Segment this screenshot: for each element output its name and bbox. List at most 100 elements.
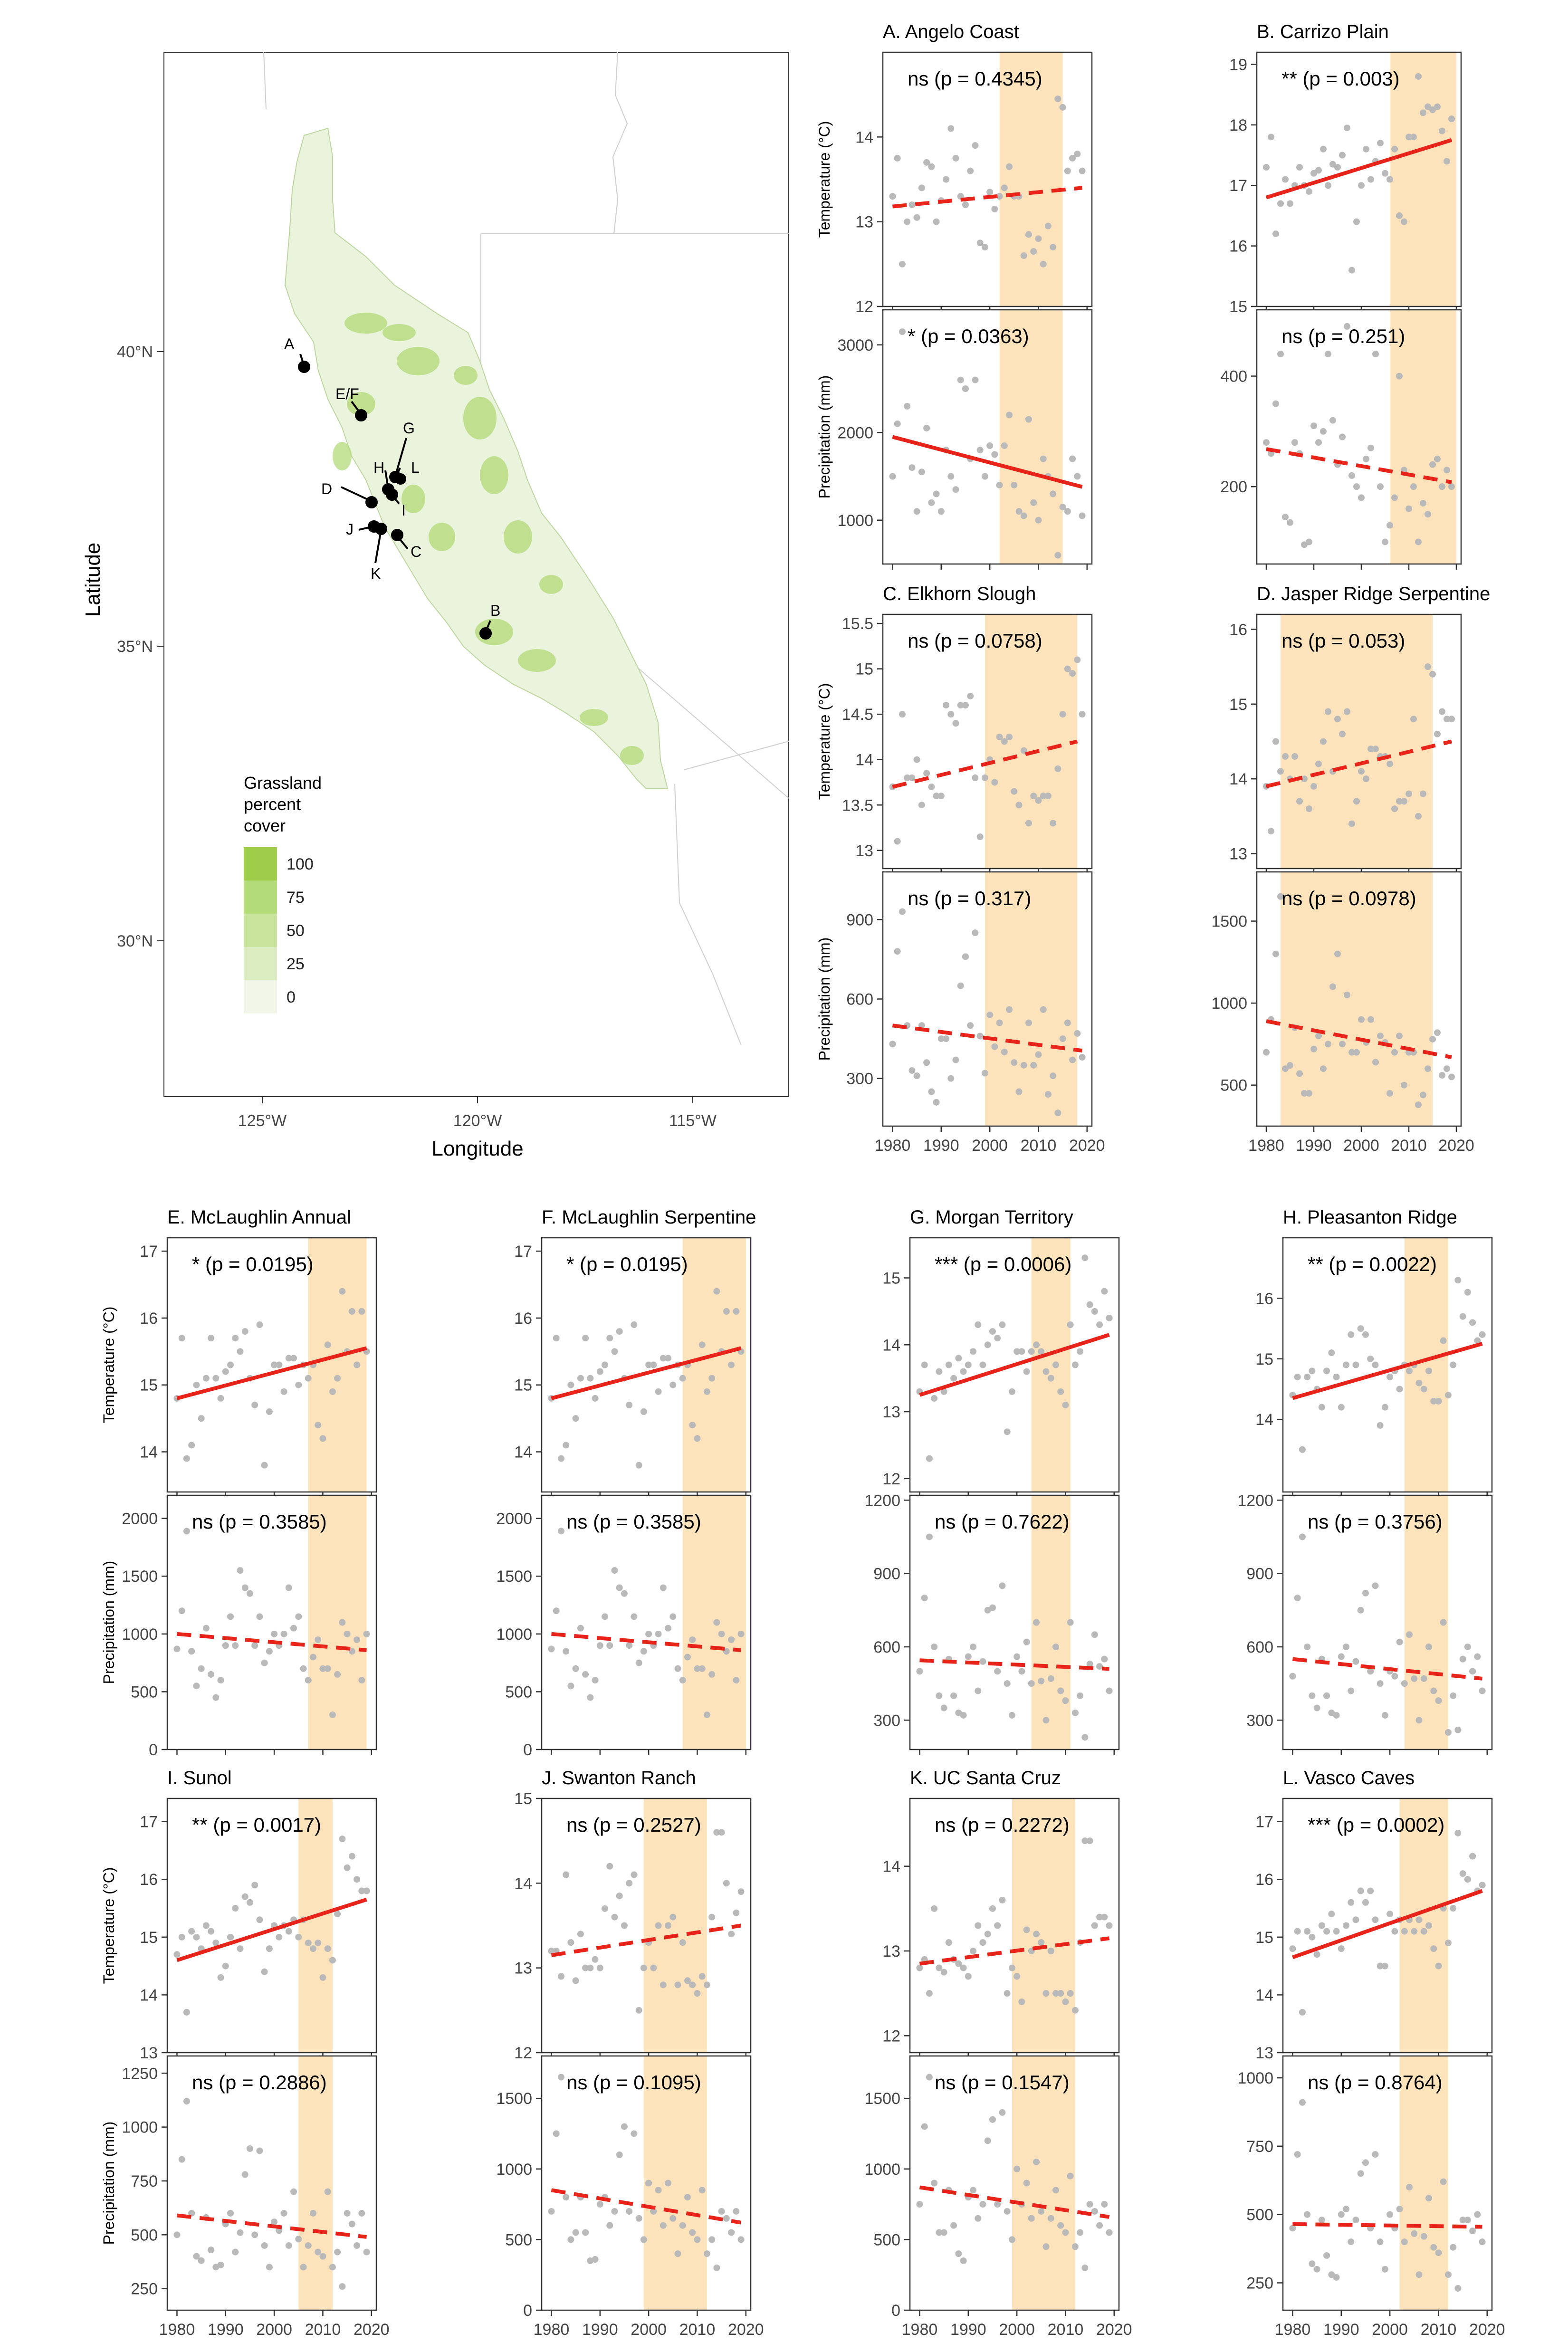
data-point — [256, 1613, 263, 1620]
data-point — [923, 159, 930, 166]
data-point — [193, 2253, 200, 2260]
data-point — [1050, 1072, 1057, 1080]
data-point — [1059, 711, 1066, 718]
data-point — [972, 774, 979, 781]
data-point — [348, 1648, 355, 1655]
data-point — [674, 1981, 681, 1989]
data-point — [1464, 2217, 1471, 2224]
data-point — [1411, 1928, 1418, 1935]
y-tick-label: 13 — [855, 213, 873, 231]
data-point — [1304, 1373, 1311, 1380]
data-point — [703, 1981, 710, 1989]
data-point — [290, 2188, 297, 2195]
data-point — [193, 1381, 200, 1388]
data-point — [975, 1321, 982, 1329]
data-point — [616, 1584, 623, 1591]
data-point — [1415, 73, 1422, 80]
y-tick-label: 13.5 — [842, 796, 873, 814]
data-point — [1304, 1643, 1311, 1650]
data-point — [1367, 1016, 1374, 1023]
data-point — [1038, 1939, 1045, 1946]
data-point — [1096, 1913, 1103, 1921]
x-tick-label: 2020 — [1438, 1137, 1474, 1155]
data-point — [1296, 164, 1303, 171]
data-point — [1381, 1711, 1388, 1719]
data-point — [723, 1648, 730, 1655]
data-point — [908, 1067, 916, 1074]
data-point — [684, 1654, 691, 1661]
site-labels: A E/F G H L D I J C K B — [284, 335, 500, 619]
y-tick-label: 1250 — [122, 2065, 158, 2083]
data-point — [1071, 1709, 1079, 1716]
trend-line — [1292, 2222, 1482, 2229]
map-y-tick: 40°N — [117, 343, 153, 361]
site-label-l: L — [411, 459, 420, 476]
data-point — [1054, 552, 1061, 559]
y-tick-label: 15 — [140, 1929, 158, 1947]
y-tick-label: 900 — [873, 1565, 900, 1583]
data-point — [976, 239, 984, 247]
data-point — [271, 2218, 278, 2226]
data-point — [1015, 1088, 1023, 1095]
data-point — [1028, 2215, 1035, 2222]
y-tick-label: 14 — [1229, 770, 1247, 788]
data-point — [1448, 483, 1455, 490]
y-tick-label: 300 — [873, 1711, 900, 1730]
data-point — [1306, 538, 1312, 545]
data-point — [916, 1668, 923, 1675]
data-point — [602, 1613, 609, 1620]
data-point — [1429, 461, 1436, 468]
data-point — [354, 1876, 361, 1883]
data-point — [1067, 2172, 1074, 2180]
data-point — [631, 1613, 638, 1620]
data-point — [952, 720, 959, 727]
data-point — [212, 1939, 220, 1946]
data-point — [1372, 1916, 1379, 1923]
y-tick-label: 13 — [1229, 845, 1247, 863]
data-point — [650, 2208, 657, 2215]
data-point — [602, 1905, 609, 1912]
data-point — [940, 1388, 947, 1395]
legend-swatch-50 — [244, 914, 277, 947]
data-point — [246, 2145, 253, 2152]
data-point — [1440, 1337, 1447, 1344]
data-point — [1011, 481, 1018, 488]
map-x-axis-label: Longitude — [431, 1137, 523, 1160]
data-point — [1008, 1711, 1015, 1719]
panel-title: H. Pleasanton Ridge — [1283, 1207, 1457, 1228]
data-point — [222, 1368, 229, 1375]
data-point — [1367, 746, 1374, 753]
data-point — [904, 218, 911, 225]
site-panel-0: 12 13 14 A. Angelo Coast Temperature (°C) ns … — [816, 21, 1093, 316]
data-point — [553, 1607, 560, 1615]
data-point — [1338, 1404, 1345, 1411]
data-point — [261, 1659, 268, 1666]
data-point — [1062, 1998, 1069, 2005]
y-tick-label: 1000 — [864, 2161, 900, 2179]
data-point — [1439, 127, 1445, 134]
data-point — [694, 1665, 701, 1672]
data-point — [1313, 1951, 1320, 1958]
x-tick-label: 1990 — [582, 2321, 618, 2339]
data-point — [1035, 1051, 1042, 1058]
data-point — [970, 1643, 977, 1650]
data-point — [1289, 1945, 1296, 1952]
site-label-b: B — [490, 602, 500, 619]
y-tick-label: 18 — [1229, 116, 1247, 134]
data-point — [227, 1613, 234, 1620]
data-point — [1386, 176, 1393, 183]
observation-band — [999, 310, 1063, 564]
data-point — [635, 1659, 642, 1666]
data-point — [708, 2236, 716, 2243]
data-point — [1020, 747, 1027, 754]
data-point — [572, 1415, 579, 1422]
panel-border — [909, 1237, 1120, 1493]
y-tick-label: 14.5 — [842, 706, 873, 724]
data-point — [947, 1075, 955, 1082]
data-point — [698, 1973, 706, 1980]
x-tick-label: 2020 — [1096, 2321, 1132, 2339]
data-point — [955, 2250, 962, 2257]
data-point — [1033, 2158, 1040, 2165]
data-point — [280, 1388, 287, 1395]
data-point — [1289, 1673, 1296, 1680]
